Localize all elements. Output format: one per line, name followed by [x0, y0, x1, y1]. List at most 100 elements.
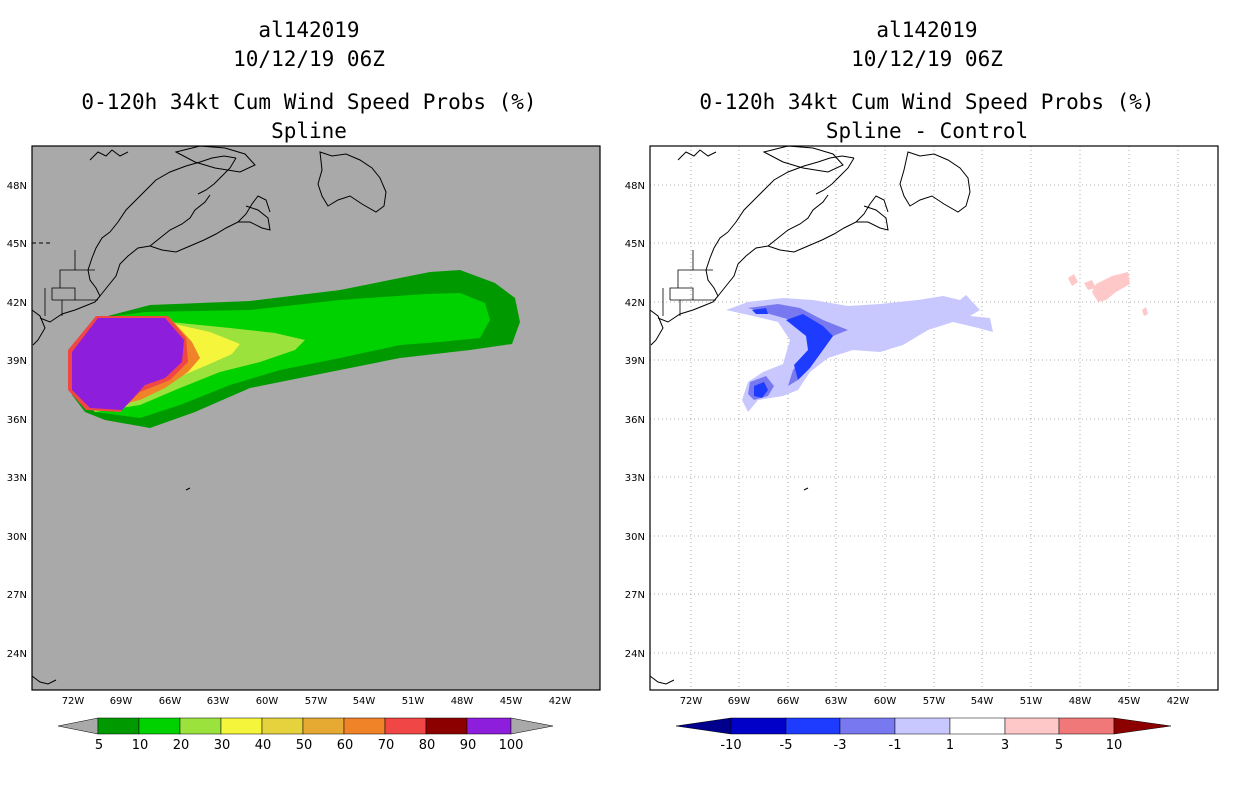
map-frame [649, 145, 1219, 691]
map-frame [31, 145, 601, 691]
lon-label: 60W [256, 696, 279, 707]
lon-label: 48W [1069, 696, 1092, 707]
lon-label: 42W [1167, 696, 1190, 707]
lon-label: 51W [1020, 696, 1043, 707]
lat-label: 36N [7, 415, 27, 426]
colorbar-label: -3 [834, 738, 847, 753]
lat-label: 30N [7, 532, 27, 543]
colorbar-right-arrow [1113, 717, 1172, 735]
colorbar-label: -5 [780, 738, 793, 753]
colorbar-swatch [839, 717, 896, 735]
colorbar-swatch [343, 717, 386, 735]
diff-colorbar: -10 -5 -3 -1 1 3 5 10 [675, 717, 1172, 753]
lat-label: 45N [625, 239, 645, 250]
colorbar-label: 30 [214, 738, 231, 753]
lat-label: 39N [625, 356, 645, 367]
lat-label: 48N [7, 181, 27, 192]
lon-label: 72W [62, 696, 85, 707]
lon-label: 60W [874, 696, 897, 707]
lon-label: 57W [305, 696, 328, 707]
colorbar-swatch [466, 717, 512, 735]
colorbar-label: 5 [1055, 738, 1063, 753]
panel-subtitle: Spline - Control [825, 119, 1029, 143]
lon-label: 45W [1118, 696, 1141, 707]
diff-minus5-north-region [752, 308, 768, 314]
diff-panel: al142019 10/12/19 06Z 0-120h 34kt Cum Wi… [618, 0, 1236, 800]
lon-label: 42W [549, 696, 572, 707]
colorbar-label: -10 [720, 738, 741, 753]
lat-label: 24N [625, 649, 645, 660]
diff-map: 48N 45N 42N 39N 36N 33N 30N 27N 24N 72W … [625, 145, 1219, 753]
colorbar-label: 40 [255, 738, 272, 753]
lon-label: 63W [207, 696, 230, 707]
lon-label: 57W [923, 696, 946, 707]
spline-header: al142019 10/12/19 06Z [0, 16, 618, 74]
colorbar-swatch [302, 717, 345, 735]
lon-label: 45W [500, 696, 523, 707]
colorbar-swatch [730, 717, 787, 735]
colorbar-label: 90 [460, 738, 477, 753]
lon-label: 72W [680, 696, 703, 707]
lat-label: 33N [7, 473, 27, 484]
colorbar-swatch [261, 717, 304, 735]
colorbar-left-arrow [57, 717, 99, 735]
lat-label: 33N [625, 473, 645, 484]
diff-product-header: 0-120h 34kt Cum Wind Speed Probs (%) Spl… [618, 88, 1236, 146]
lon-label: 66W [159, 696, 182, 707]
colorbar-label: 10 [132, 738, 149, 753]
colorbar-swatch [384, 717, 427, 735]
spline-product-header: 0-120h 34kt Cum Wind Speed Probs (%) Spl… [0, 88, 618, 146]
diff-header: al142019 10/12/19 06Z [618, 16, 1236, 74]
colorbar-swatch [138, 717, 181, 735]
colorbar-swatch [1004, 717, 1060, 735]
product-title: 0-120h 34kt Cum Wind Speed Probs (%) [81, 90, 537, 114]
prob-90-contour [72, 318, 184, 410]
diff-plus1-small [1084, 280, 1096, 290]
lat-label: 42N [7, 298, 27, 309]
storm-id: al142019 [258, 18, 360, 42]
colorbar-label: 70 [378, 738, 395, 753]
lat-label: 45N [7, 239, 27, 250]
colorbar-swatch [785, 717, 841, 735]
state-borders [662, 250, 716, 316]
storm-id: al142019 [876, 18, 978, 42]
colorbar-label: -1 [889, 738, 902, 753]
colorbar-right-arrow [510, 717, 554, 735]
forecast-datetime: 10/12/19 06Z [233, 47, 385, 71]
diff-plus1-small [1142, 307, 1148, 316]
coastlines [649, 145, 971, 685]
diff-minus5-south-region [754, 382, 768, 398]
lat-axis: 48N 45N 42N 39N 36N 33N 30N 27N 24N [625, 181, 645, 660]
lat-label: 30N [625, 532, 645, 543]
diff-plus1-small [1068, 274, 1078, 286]
colorbar-swatch [179, 717, 222, 735]
lon-axis: 72W 69W 66W 63W 60W 57W 54W 51W 48W 45W … [680, 696, 1190, 707]
lon-label: 66W [777, 696, 800, 707]
colorbar-label: 100 [499, 738, 524, 753]
lon-label: 48W [451, 696, 474, 707]
colorbar-swatch [894, 717, 951, 735]
spline-colorbar: 5 10 20 30 40 50 60 70 80 90 100 [57, 717, 554, 753]
diff-minus3-region [748, 304, 848, 386]
colorbar-swatch [97, 717, 140, 735]
diff-plus1-region [1092, 272, 1130, 302]
spline-panel: al142019 10/12/19 06Z 0-120h 34kt Cum Wi… [0, 16, 618, 753]
panel-subtitle: Spline [271, 119, 347, 143]
forecast-datetime: 10/12/19 06Z [851, 47, 1003, 71]
lon-axis: 72W 69W 66W 63W 60W 57W 54W 51W 48W 45W … [62, 696, 572, 707]
colorbar-left-arrow [675, 717, 732, 735]
colorbar-swatch [220, 717, 263, 735]
colorbar-label: 60 [337, 738, 354, 753]
lat-label: 36N [625, 415, 645, 426]
lon-label: 69W [110, 696, 133, 707]
diff-minus5-region [786, 314, 833, 380]
colorbar-label: 10 [1106, 738, 1123, 753]
colorbar-label: 80 [419, 738, 436, 753]
lon-label: 69W [728, 696, 751, 707]
spline-map: 48N 45N 42N 39N 36N 33N 30N 27N 24N 72W … [7, 145, 601, 753]
lon-label: 51W [402, 696, 425, 707]
lat-label: 27N [7, 590, 27, 601]
colorbar-swatch [425, 717, 468, 735]
colorbar-label: 50 [296, 738, 313, 753]
colorbar-label: 3 [1001, 738, 1009, 753]
